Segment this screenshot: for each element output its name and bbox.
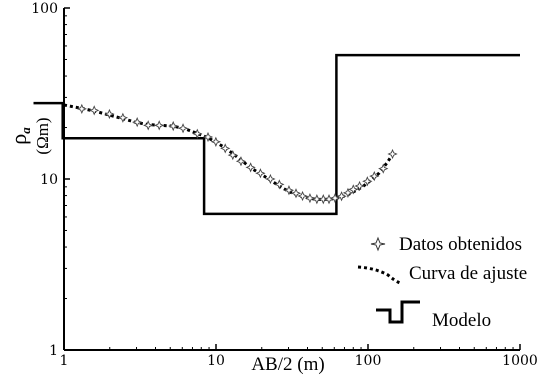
legend-marker-star bbox=[370, 236, 386, 252]
data-point bbox=[104, 108, 115, 120]
data-point bbox=[132, 117, 143, 128]
data-point bbox=[168, 120, 179, 132]
y-axis-title-unit: (Ωm) bbox=[33, 117, 52, 154]
model-step-line bbox=[33, 53, 520, 216]
data-point bbox=[227, 149, 238, 161]
data-point bbox=[235, 156, 247, 167]
y-tick-label: 1 bbox=[49, 343, 58, 359]
legend-entry-datos: Datos obtenidos bbox=[370, 234, 522, 255]
data-point bbox=[283, 185, 295, 196]
y-axis-title-subscript: a bbox=[18, 127, 33, 134]
x-axis-title: AB/2 (m) bbox=[251, 354, 324, 375]
legend-entry-modelo: Modelo bbox=[376, 300, 491, 331]
data-points-layer bbox=[76, 103, 398, 205]
legend: Datos obtenidos Curva de ajuste Modelo bbox=[357, 234, 527, 331]
data-point bbox=[369, 170, 380, 182]
data-point bbox=[202, 131, 214, 143]
legend-swatch-dotted bbox=[357, 265, 401, 285]
data-point bbox=[297, 190, 308, 202]
data-point bbox=[117, 112, 129, 123]
y-tick-label: 10 bbox=[40, 172, 58, 188]
data-point bbox=[89, 105, 100, 116]
data-point bbox=[143, 120, 154, 131]
legend-entry-curva: Curva de ajuste bbox=[357, 263, 527, 285]
legend-label-modelo: Modelo bbox=[432, 310, 491, 331]
data-point bbox=[348, 184, 359, 195]
data-point bbox=[378, 163, 389, 174]
data-point bbox=[318, 194, 329, 205]
fit-curve-layer bbox=[63, 103, 397, 201]
x-tick-label: 1000 bbox=[502, 353, 538, 369]
x-tick-label: 1 bbox=[60, 353, 69, 369]
data-point bbox=[192, 128, 203, 139]
model-layer bbox=[33, 53, 520, 216]
data-point bbox=[290, 188, 302, 199]
legend-swatch-step bbox=[376, 300, 420, 324]
data-point bbox=[154, 120, 165, 131]
svg-text:ρa: ρa bbox=[6, 127, 33, 145]
x-tick-label: 100 bbox=[355, 353, 382, 369]
data-point bbox=[354, 180, 365, 192]
data-point bbox=[220, 143, 231, 154]
y-axis-title-symbol: ρ bbox=[6, 134, 31, 145]
ticks-layer: 1 10 100 1000 1 10 100 bbox=[31, 1, 538, 369]
data-point bbox=[255, 168, 266, 179]
data-point bbox=[362, 176, 373, 187]
data-point bbox=[336, 191, 347, 202]
data-point bbox=[265, 173, 276, 185]
y-axis-title: ρa (Ωm) bbox=[6, 117, 52, 154]
data-point bbox=[76, 103, 87, 115]
data-point bbox=[329, 192, 341, 204]
legend-label-datos: Datos obtenidos bbox=[399, 234, 522, 255]
data-point bbox=[304, 192, 316, 204]
x-tick-label: 10 bbox=[207, 353, 225, 369]
data-point bbox=[245, 162, 256, 173]
legend-label-curva: Curva de ajuste bbox=[409, 263, 527, 284]
data-point bbox=[342, 187, 354, 198]
data-point bbox=[177, 123, 189, 134]
data-point bbox=[323, 194, 335, 205]
data-point bbox=[387, 148, 398, 160]
data-point bbox=[210, 136, 222, 147]
data-point bbox=[274, 179, 285, 190]
data-point bbox=[311, 194, 323, 205]
y-tick-label: 100 bbox=[31, 1, 58, 17]
plot-frame bbox=[63, 8, 520, 351]
fit-curve-line bbox=[63, 103, 397, 201]
